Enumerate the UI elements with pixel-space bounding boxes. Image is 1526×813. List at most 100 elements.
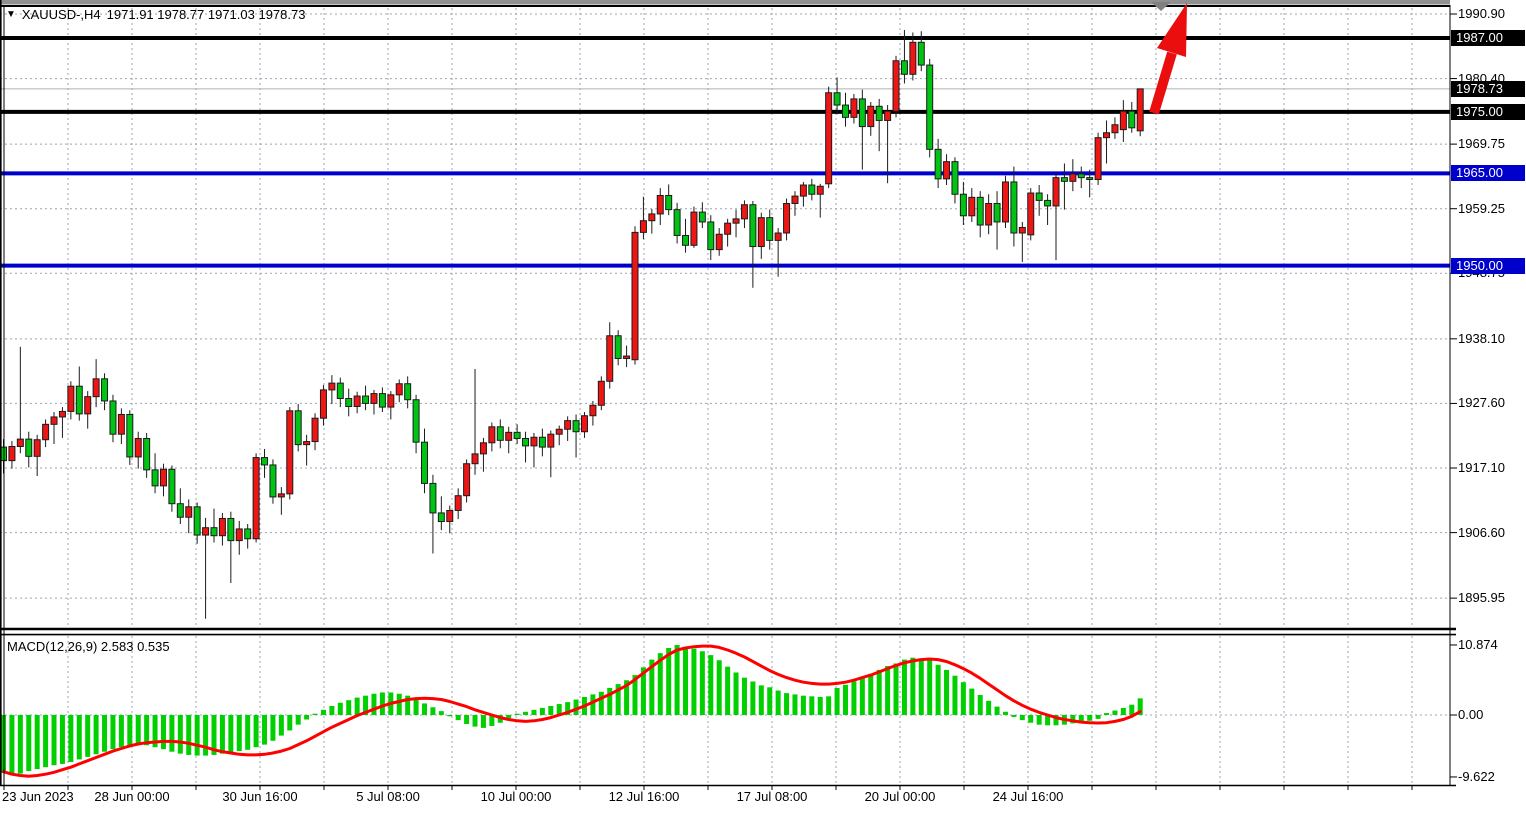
candle-body — [791, 195, 799, 204]
macd-hist-bar — [792, 694, 798, 715]
candle-body — [421, 441, 428, 484]
candle-body — [724, 222, 732, 235]
candle-body — [50, 416, 58, 425]
candle-body — [547, 433, 555, 448]
candle-body — [227, 517, 235, 542]
macd-hist-bar — [127, 715, 133, 746]
candle-body — [117, 413, 125, 435]
candle-body — [513, 431, 521, 439]
macd-hist-bar — [186, 715, 192, 755]
candle-body — [126, 413, 134, 458]
macd-hist-bar — [893, 663, 899, 715]
macd-hist-bar — [699, 651, 705, 715]
candle-body — [218, 517, 226, 537]
macd-hist-bar — [34, 715, 40, 770]
macd-hist-bar — [1129, 704, 1135, 715]
macd-hist-bar — [994, 706, 1000, 715]
macd-hist-bar — [118, 715, 124, 748]
candle-body — [370, 393, 378, 404]
macd-hist-bar — [76, 715, 82, 760]
macd-hist-bar — [1112, 710, 1118, 715]
candle-body — [614, 335, 622, 360]
candle-body — [976, 196, 984, 226]
macd-hist-bar — [868, 673, 874, 715]
macd-hist-bar — [472, 715, 478, 727]
candle-body — [564, 420, 572, 430]
candle-body — [463, 463, 471, 497]
macd-hist-bar — [262, 715, 268, 745]
candle-body — [572, 420, 580, 433]
symbol-dropdown-icon: ▼ — [6, 9, 16, 20]
macd-hist-bar — [977, 695, 983, 715]
macd-hist-bar — [363, 695, 369, 715]
candle-body — [277, 493, 285, 498]
macd-hist-bar — [859, 677, 865, 715]
candle-body — [67, 385, 75, 412]
candle-body — [968, 196, 976, 217]
candle-body — [875, 105, 883, 121]
macd-hist-bar — [649, 659, 655, 715]
candle-body — [993, 202, 1001, 223]
macd-hist-bar — [245, 715, 251, 750]
macd-hist-bar — [93, 715, 99, 755]
macd-hist-bar — [531, 709, 537, 715]
candle-body — [1128, 110, 1136, 129]
trend-arrow-head[interactable] — [1157, 3, 1187, 57]
candle-body — [16, 438, 24, 447]
macd-hist-bar — [1095, 715, 1101, 719]
candle-body — [252, 457, 260, 540]
macd-hist-bar — [177, 715, 183, 754]
macd-hist-bar — [1053, 715, 1059, 726]
macd-hist-bar — [1137, 698, 1143, 715]
macd-hist-bar — [632, 675, 638, 715]
macd-hist-bar — [169, 715, 175, 752]
candle-body — [589, 404, 597, 417]
macd-hist-bar — [733, 672, 739, 715]
macd-hist-bar — [590, 694, 596, 715]
candle-body — [92, 378, 100, 398]
candle-body — [479, 442, 487, 455]
candle-body — [185, 506, 193, 518]
candle-body — [1010, 181, 1018, 234]
candle-body — [951, 161, 959, 195]
candle-body — [286, 410, 294, 495]
macd-hist-bar — [228, 715, 234, 753]
candle-body — [25, 438, 33, 457]
candle-body — [8, 445, 16, 462]
candle-body — [917, 41, 925, 66]
candle-body — [210, 527, 218, 537]
macd-hist-bar — [396, 693, 402, 715]
candle-body — [732, 218, 740, 224]
candle-body — [673, 209, 681, 236]
candle-body — [471, 453, 479, 465]
macd-hist-bar — [17, 715, 23, 774]
macd-hist-bar — [379, 692, 385, 715]
candle-body — [143, 437, 151, 471]
macd-hist-bar — [809, 696, 815, 715]
macd-hist-bar — [657, 653, 663, 715]
candle-body — [1077, 173, 1085, 179]
candle-body — [1001, 181, 1009, 223]
candle-body — [303, 441, 311, 446]
macd-hist-bar — [514, 713, 520, 715]
candle-body — [33, 439, 41, 457]
candle-body — [816, 185, 824, 195]
candle-body — [842, 104, 849, 118]
macd-hist-bar — [506, 715, 512, 719]
candle-body — [151, 469, 159, 487]
trend-arrow-shaft[interactable] — [1149, 51, 1177, 115]
candle-body — [682, 234, 690, 246]
macd-hist-bar — [430, 707, 436, 715]
macd-hist-bar — [523, 711, 529, 715]
candle-body — [353, 395, 361, 407]
macd-hist-bar — [758, 685, 764, 715]
macd-hist-bar — [640, 667, 646, 715]
candle-body — [294, 410, 302, 446]
macd-hist-bar — [918, 658, 924, 715]
candle-body — [690, 211, 698, 246]
candle-body — [193, 506, 201, 536]
macd-hist-bar — [556, 704, 562, 715]
candle-body — [75, 385, 83, 415]
candle-body — [134, 437, 142, 458]
